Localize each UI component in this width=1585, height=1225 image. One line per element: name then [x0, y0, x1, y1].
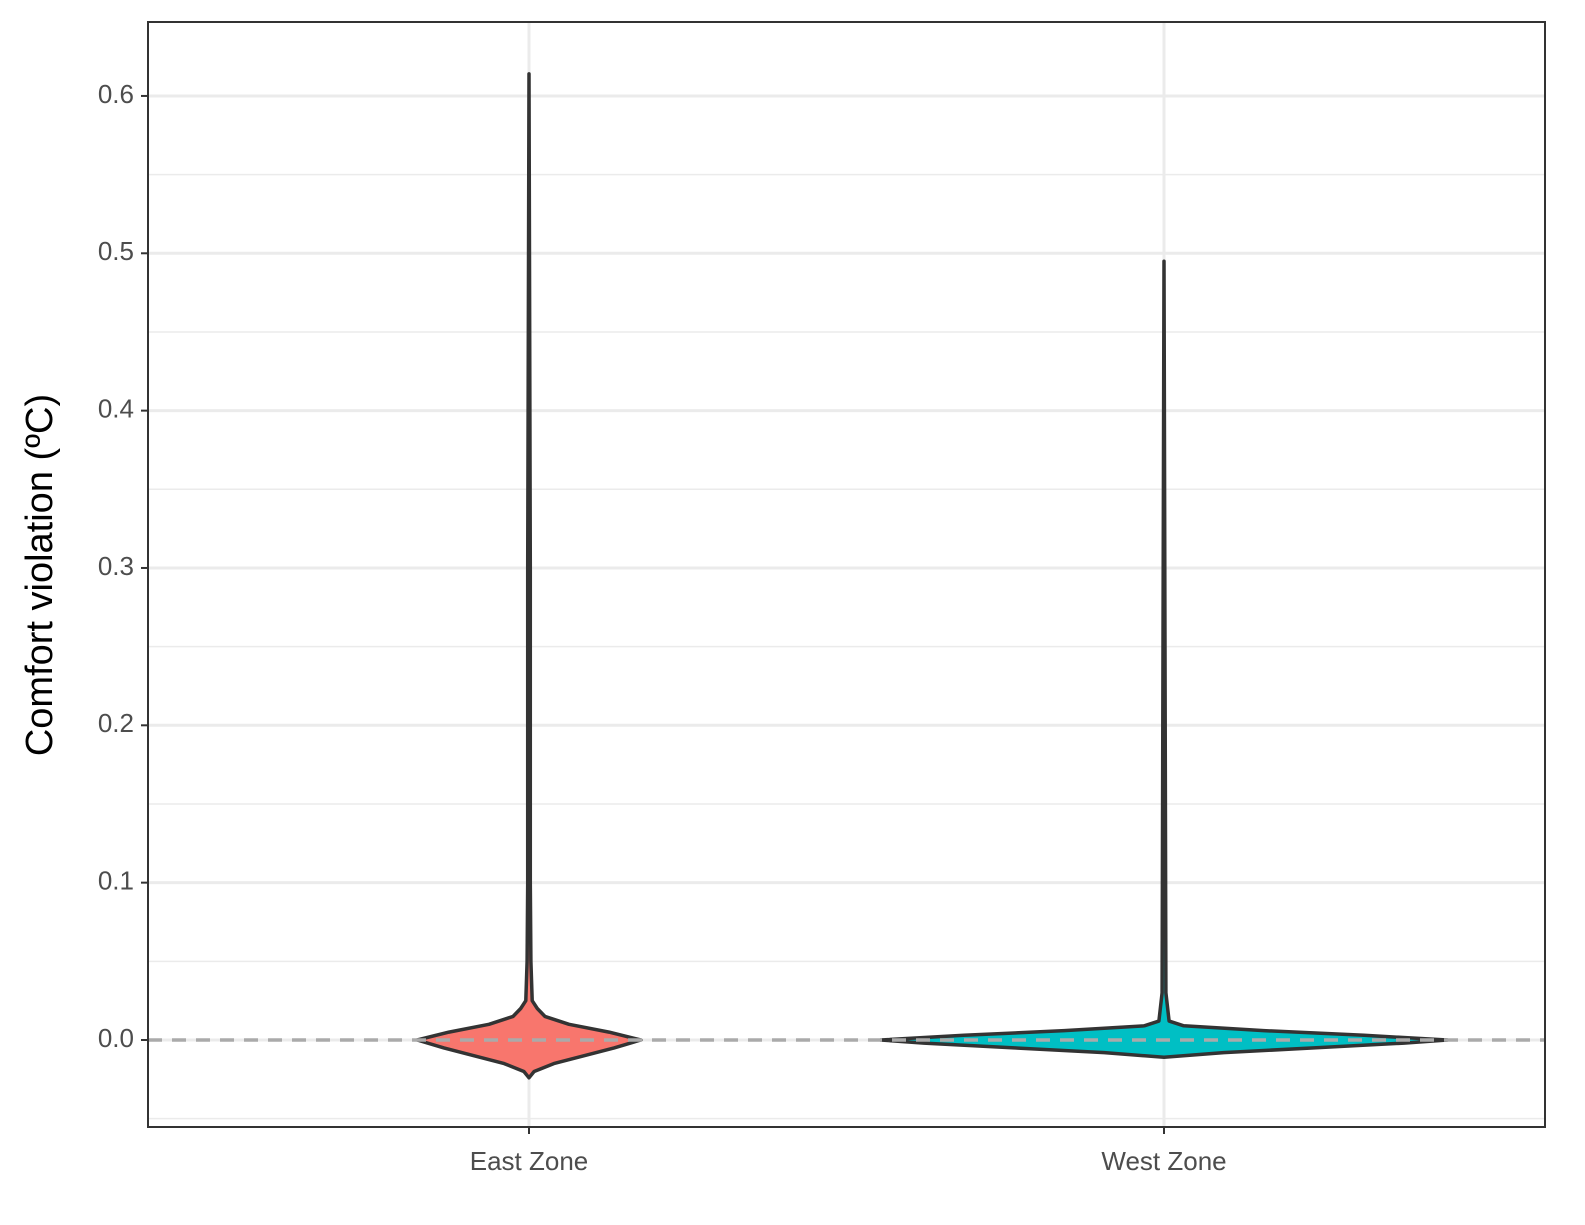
y-axis-title: Comfort violation (ºC): [19, 394, 61, 756]
x-tick-label: West Zone: [1101, 1146, 1226, 1176]
y-tick-label: 0.2: [98, 708, 134, 738]
plot-border: [147, 21, 1546, 1128]
violin: [879, 259, 1449, 1060]
violin: [415, 72, 643, 1080]
x-tick-label: East Zone: [470, 1146, 589, 1176]
y-tick-label: 0.4: [98, 394, 134, 424]
y-tick-label: 0.1: [98, 866, 134, 896]
y-tick-label: 0.3: [98, 551, 134, 581]
y-tick-label: 0.5: [98, 236, 134, 266]
y-tick-label: 0.0: [98, 1023, 134, 1053]
y-tick-label: 0.6: [98, 79, 134, 109]
